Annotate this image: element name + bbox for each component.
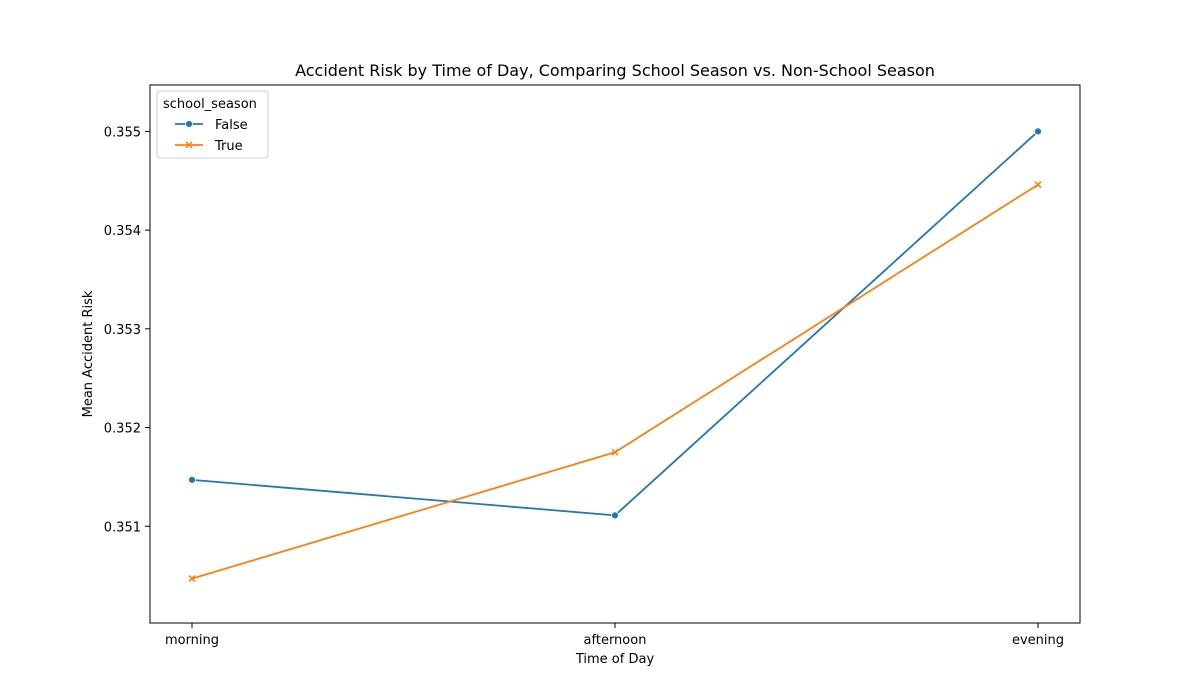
legend-marker-stroke [185,141,193,149]
legend-marker [185,120,193,128]
y-tick-label: 0.353 [104,323,141,338]
y-tick-label: 0.352 [104,422,141,437]
data-point-true-stroke [1034,181,1042,189]
legend-entries: False True [175,118,248,154]
data-point-false [188,475,196,484]
legend-entry-true: True [175,139,243,154]
legend-label: False [215,118,248,133]
data-point-true [611,448,619,456]
data-point-true [188,575,196,583]
x-tick-label: afternoon [584,633,647,648]
y-tick-label: 0.354 [104,224,141,239]
legend-box [156,90,269,159]
x-tick-label: evening [1012,633,1064,648]
y-tick-label: 0.355 [104,125,141,140]
series-layer [188,127,1042,583]
data-point-false [1034,127,1042,136]
y-tick-label: 0.351 [104,520,141,535]
y-axis-ticks: 0.351 0.352 0.353 0.354 0.355 [104,125,150,535]
x-axis-ticks: morning afternoon evening [165,623,1064,648]
data-point-true-stroke [188,575,196,583]
legend: school_season False True [156,90,269,159]
series-false [188,127,1042,520]
legend-label: True [214,139,243,154]
chart-title: Accident Risk by Time of Day, Comparing … [295,61,935,80]
legend-marker [185,141,193,149]
data-point-true [1034,181,1042,189]
x-axis-label: Time of Day [575,652,655,667]
data-point-true-stroke [611,448,619,456]
x-tick-label: morning [165,633,219,648]
legend-title: school_season [163,97,257,112]
data-point-false [611,511,619,520]
y-axis-label: Mean Accident Risk [81,290,96,417]
legend-entry-false: False [175,118,248,133]
series-true [188,181,1042,583]
